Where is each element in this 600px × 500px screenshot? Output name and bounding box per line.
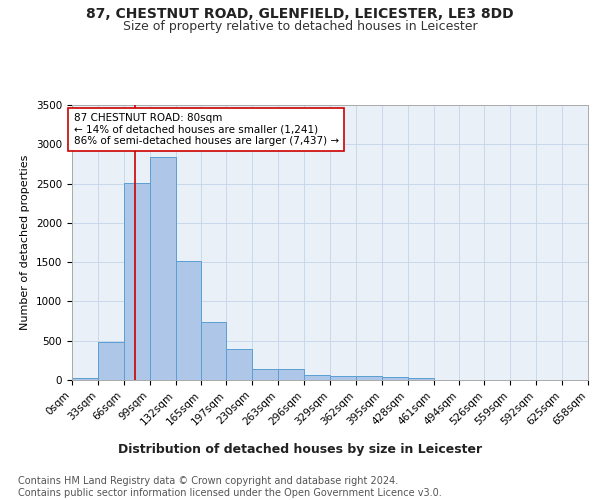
Bar <box>304 376 330 380</box>
Text: Contains HM Land Registry data © Crown copyright and database right 2024.
Contai: Contains HM Land Registry data © Crown c… <box>18 476 442 498</box>
Bar <box>124 183 149 380</box>
Y-axis label: Number of detached properties: Number of detached properties <box>20 155 31 330</box>
Bar <box>149 157 176 380</box>
Text: Size of property relative to detached houses in Leicester: Size of property relative to detached ho… <box>122 20 478 33</box>
Bar <box>202 322 226 380</box>
Bar <box>176 262 202 380</box>
Bar <box>278 368 304 380</box>
Bar <box>382 377 407 380</box>
Bar <box>253 368 278 380</box>
Text: 87, CHESTNUT ROAD, GLENFIELD, LEICESTER, LE3 8DD: 87, CHESTNUT ROAD, GLENFIELD, LEICESTER,… <box>86 8 514 22</box>
Bar <box>72 378 98 380</box>
Bar <box>330 376 356 380</box>
Text: 87 CHESTNUT ROAD: 80sqm
← 14% of detached houses are smaller (1,241)
86% of semi: 87 CHESTNUT ROAD: 80sqm ← 14% of detache… <box>74 113 338 146</box>
Bar <box>356 376 382 380</box>
Bar <box>98 342 124 380</box>
Text: Distribution of detached houses by size in Leicester: Distribution of detached houses by size … <box>118 442 482 456</box>
Bar <box>407 378 434 380</box>
Bar <box>226 350 253 380</box>
